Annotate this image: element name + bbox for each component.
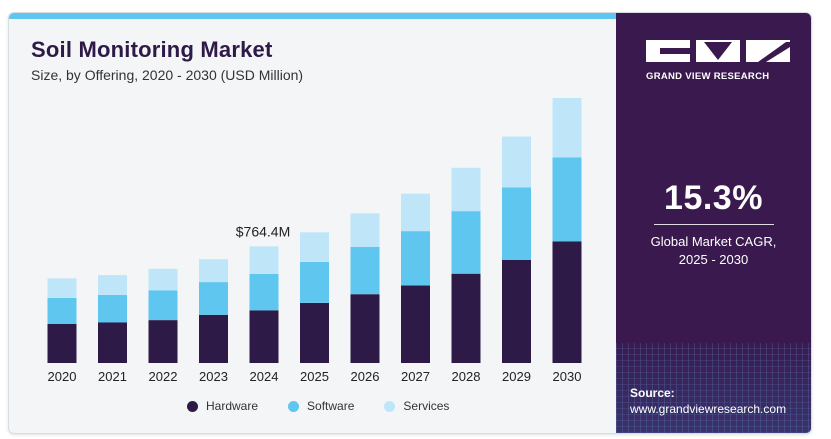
bar-services-2022: [148, 268, 178, 291]
source-label: Source:: [630, 386, 675, 400]
bar-software-2025: [300, 261, 329, 303]
bar-hardware-2022: [148, 320, 178, 363]
x-tick-label-2023: 2023: [199, 369, 228, 384]
bar-services-2025: [300, 232, 329, 262]
info-panel: GRAND VIEW RESEARCH 15.3% Global Market …: [616, 13, 811, 433]
x-tick-label-2026: 2026: [351, 369, 380, 384]
data-label-2024: $764.4M: [236, 223, 290, 239]
source-block: Source: www.grandviewresearch.com: [630, 385, 786, 417]
bar-hardware-2029: [502, 260, 531, 363]
bar-hardware-2027: [401, 285, 430, 363]
bar-hardware-2030: [552, 241, 582, 363]
x-tick-label-2020: 2020: [48, 369, 77, 384]
bar-services-2030: [552, 98, 582, 158]
bar-services-2028: [451, 167, 481, 212]
legend-swatch-software: [288, 400, 300, 412]
cagr-label-line1: Global Market CAGR,: [650, 234, 777, 249]
bar-software-2024: [249, 273, 279, 311]
bar-hardware-2028: [451, 273, 481, 363]
bar-services-2024: [249, 246, 279, 274]
bar-services-2023: [199, 259, 228, 283]
bar-hardware-2025: [300, 302, 329, 363]
bar-hardware-2026: [350, 294, 380, 363]
legend-item-software: Software: [288, 399, 354, 413]
accent-bar: [9, 13, 616, 19]
x-tick-label-2027: 2027: [401, 369, 430, 384]
brand-logo: GRAND VIEW RESEARCH: [646, 39, 796, 82]
bar-hardware-2020: [47, 323, 77, 363]
legend-label-services: Services: [403, 399, 450, 413]
bar-services-2027: [401, 193, 430, 232]
logo-mark-icon: [646, 39, 796, 63]
bar-chart: 2020 2021 2022 2023 2024 $764.4M 2025 2026 2027 2…: [47, 98, 582, 384]
legend-swatch-services: [384, 400, 396, 412]
chart-legend: Hardware Software Services: [187, 399, 479, 413]
x-tick-label-2021: 2021: [98, 369, 127, 384]
legend-item-hardware: Hardware: [187, 399, 258, 413]
bar-hardware-2021: [98, 322, 127, 363]
cagr-block: 15.3% Global Market CAGR, 2025 - 2030: [616, 179, 811, 269]
x-tick-label-2022: 2022: [149, 369, 178, 384]
brand-name: GRAND VIEW RESEARCH: [646, 71, 770, 82]
bar-software-2020: [47, 298, 77, 324]
bar-services-2020: [47, 278, 77, 298]
bar-software-2028: [451, 211, 481, 274]
legend-swatch-hardware: [187, 400, 198, 412]
bar-software-2023: [199, 282, 228, 315]
x-tick-label-2025: 2025: [300, 369, 329, 384]
source-url: www.grandviewresearch.com: [630, 402, 787, 416]
bar-software-2022: [148, 290, 178, 321]
chart-title: Soil Monitoring Market: [31, 37, 273, 62]
cagr-label-line2: 2025 - 2030: [678, 252, 749, 267]
cagr-divider: [653, 224, 774, 225]
bar-services-2029: [502, 136, 531, 188]
bar-software-2029: [502, 187, 531, 260]
legend-label-hardware: Hardware: [206, 399, 259, 413]
chart-subtitle: Size, by Offering, 2020 - 2030 (USD Mill…: [31, 67, 304, 83]
x-tick-label-2029: 2029: [502, 369, 531, 384]
chart-card: Soil Monitoring Market Size, by Offering…: [8, 12, 812, 434]
x-tick-label-2024: 2024: [250, 369, 279, 384]
x-tick-label-2030: 2030: [553, 369, 582, 384]
bar-software-2021: [98, 294, 127, 323]
bar-hardware-2023: [199, 314, 228, 363]
cagr-value: 15.3%: [664, 179, 763, 217]
bar-services-2021: [98, 275, 127, 295]
legend-item-services: Services: [384, 399, 449, 413]
bar-software-2026: [350, 247, 380, 295]
legend-label-software: Software: [307, 399, 355, 413]
bar-hardware-2024: [249, 310, 279, 363]
bar-software-2030: [552, 157, 582, 242]
bar-software-2027: [401, 231, 430, 286]
panel-texture: [616, 343, 811, 433]
bar-services-2026: [350, 213, 380, 247]
x-tick-label-2028: 2028: [452, 369, 481, 384]
